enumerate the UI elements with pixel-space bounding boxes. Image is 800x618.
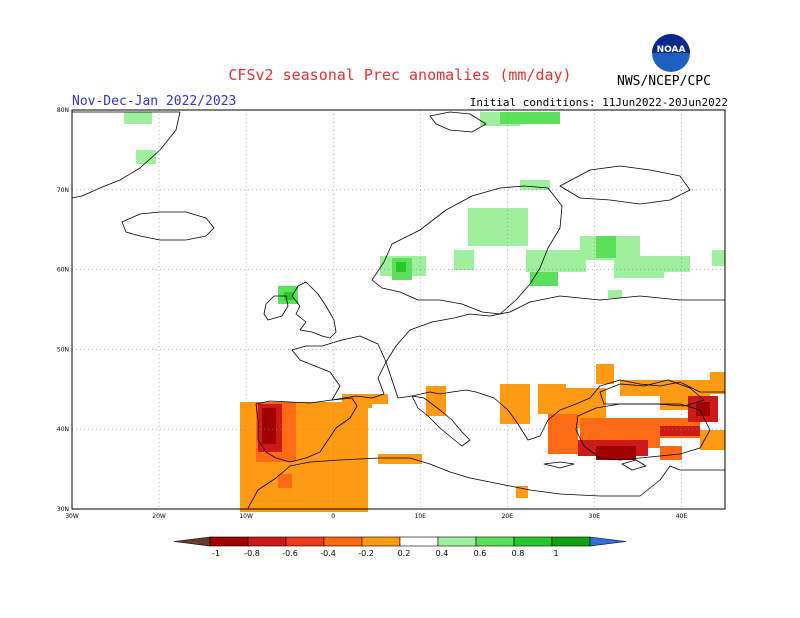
latitude-label: 30N [57,506,69,513]
colorbar-label: -0.2 [358,549,374,558]
colorbar-label: 0.6 [474,549,487,558]
longitude-label: 30W [65,513,79,520]
forecast-period: Nov-Dec-Jan 2022/2023 [72,94,237,109]
colorbar-swatch [361,536,401,547]
anomaly-cell [620,380,660,396]
anomaly-cell [396,262,406,272]
colorbar-swatch [475,536,515,547]
anomaly-cell [468,208,528,246]
iceland-coast [121,211,215,241]
anomaly-cell [712,250,725,266]
colorbar-label: -0.6 [282,549,298,558]
latitude-label: 50N [57,346,69,353]
scandinavia-coast [371,185,563,315]
colorbar-label: 0.4 [436,549,449,558]
colorbar-swatch [399,536,439,547]
anomaly-cell [696,402,710,416]
colorbar-label: -0.8 [244,549,260,558]
great-britain-coast [291,281,337,339]
italy-coast [411,395,471,447]
north-africa-coast [247,457,725,509]
longitude-label: 10W [239,513,253,520]
longitude-label: 10E [415,513,427,520]
longitude-label: 30E [589,513,601,520]
anomaly-cell [596,364,614,384]
anomaly-cell [520,180,550,190]
latitude-label: 80N [57,107,69,114]
colorbar-label: -1 [212,549,220,558]
anomaly-cell [660,426,700,436]
anomaly-cell [596,446,636,460]
anomaly-cell [136,150,156,164]
anomaly-cell [278,474,292,488]
anomaly-cell [548,414,578,454]
lat-lon-grid [72,110,725,509]
longitude-label: 0 [331,513,335,520]
longitude-label: 40E [676,513,688,520]
coastline-layer [71,111,726,509]
colorbar-swatch [209,536,249,547]
initial-conditions: Initial conditions: 11Jun2022-20Jun2022 [469,96,728,109]
colorbar-max-arrow [589,536,627,547]
colorbar-swatch [437,536,477,547]
map-frame [71,109,726,510]
noaa-logo-icon: NOAA [652,34,690,72]
colorbar-swatch [285,536,325,547]
colorbar-swatch [513,536,553,547]
latitude-labels: 30N 40N 50N 60N 70N 80N [57,107,69,513]
agency-label: NWS/NCEP/CPC [617,74,711,89]
europe-coast [385,295,726,441]
colorbar-label: 1 [553,549,558,558]
colorbar-swatch [551,536,591,547]
longitude-label: 20W [152,513,166,520]
longitude-labels: 30W 20W 10W 0 10E 20E 30E 40E [65,513,687,520]
novaya-zemlya-coast [559,165,691,205]
anomaly-cell [608,290,622,298]
colorbar-label: 0.2 [398,549,411,558]
colorbar-swatch [323,536,363,547]
latitude-label: 70N [57,187,69,194]
anomaly-cell [660,256,690,272]
crete-coast [543,461,575,469]
anomaly-cell [284,292,294,300]
anomaly-cell [454,250,474,270]
cyprus-coast [621,459,647,471]
colorbar-min-arrow [173,536,211,547]
colorbar-label: -0.4 [320,549,336,558]
ireland-coast [263,295,289,321]
france-coast [291,335,387,401]
iberia-coast [255,397,358,463]
black-sea-coast [599,379,705,407]
anomaly-cell [596,236,616,258]
anomaly-cell [378,454,422,464]
colorbar-label: 0.8 [512,549,525,558]
anomaly-cell [614,256,664,278]
anomaly-cell [710,372,725,394]
noaa-logo-text: NOAA [656,45,686,55]
anomaly-cell [500,384,530,424]
anomaly-cell [530,272,558,286]
anomaly-cell [262,408,276,444]
anomaly-cell [500,112,560,124]
precipitation-anomaly-map: 30N 40N 50N 60N 70N 80N 30W 20W 10W 0 10E 20E 30E 40… [57,107,726,520]
colorbar-swatch [247,536,287,547]
latitude-label: 40N [57,426,69,433]
anomaly-cell [362,394,388,404]
longitude-label: 20E [502,513,514,520]
anomaly-cell [700,430,725,450]
anomaly-cell [538,384,566,414]
anomaly-cell [660,446,682,460]
latitude-label: 60N [57,267,69,274]
svalbard-coast [429,111,487,133]
map-title: CFSv2 seasonal Prec anomalies (mm/day) [228,66,572,84]
anomaly-cell [124,112,152,124]
greenland-coast [71,111,181,199]
